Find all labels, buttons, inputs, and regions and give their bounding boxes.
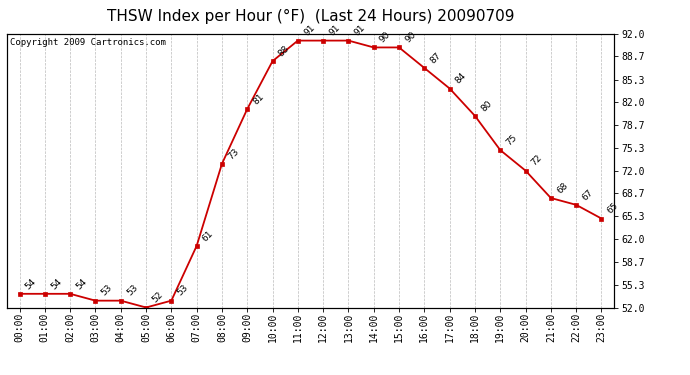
Text: 72: 72 (530, 153, 544, 168)
Text: 54: 54 (49, 277, 63, 291)
Text: 52: 52 (150, 290, 165, 305)
Text: 65: 65 (606, 201, 620, 216)
Text: Copyright 2009 Cartronics.com: Copyright 2009 Cartronics.com (10, 38, 166, 47)
Text: 61: 61 (201, 229, 215, 243)
Text: 68: 68 (555, 181, 569, 195)
Text: THSW Index per Hour (°F)  (Last 24 Hours) 20090709: THSW Index per Hour (°F) (Last 24 Hours)… (107, 9, 514, 24)
Text: 75: 75 (504, 133, 519, 147)
Text: 90: 90 (403, 30, 417, 45)
Text: 91: 91 (327, 23, 342, 38)
Text: 53: 53 (125, 284, 139, 298)
Text: 54: 54 (75, 277, 89, 291)
Text: 80: 80 (479, 99, 493, 113)
Text: 81: 81 (251, 92, 266, 106)
Text: 67: 67 (580, 188, 595, 202)
Text: 54: 54 (23, 277, 38, 291)
Text: 84: 84 (454, 71, 469, 86)
Text: 90: 90 (378, 30, 393, 45)
Text: 91: 91 (302, 23, 317, 38)
Text: 53: 53 (175, 284, 190, 298)
Text: 53: 53 (99, 284, 114, 298)
Text: 91: 91 (353, 23, 367, 38)
Text: 73: 73 (226, 147, 241, 161)
Text: 88: 88 (277, 44, 291, 58)
Text: 87: 87 (428, 51, 443, 65)
